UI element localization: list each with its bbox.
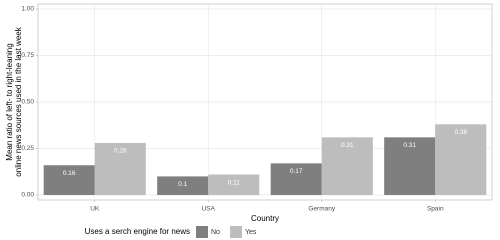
value-label: 0.17 [290,168,303,175]
value-label: 0.28 [114,148,127,155]
x-tick-label: USA [202,206,216,213]
value-label: 0.38 [454,129,467,136]
value-label: 0.31 [341,142,354,149]
y-tick-label: 0.50 [21,99,34,106]
legend-title: Uses a serch engine for news [85,227,190,236]
value-label: 0.1 [178,181,187,188]
x-axis-title: Country [251,214,279,223]
y-axis-title: Mean ratio of left- to right-leaning onl… [5,26,23,176]
y-tick-label: 0.00 [21,192,34,199]
y-tick-label: 0.25 [21,145,34,152]
legend-swatch [230,226,242,238]
legend-label: No [211,229,220,236]
bar [208,174,260,195]
y-axis-title-line: Mean ratio of left- to right-leaning [5,43,14,160]
bar [94,142,146,195]
bar [321,137,373,195]
y-tick-label: 1.00 [21,6,34,13]
value-label: 0.16 [63,170,76,177]
legend-label: Yes [245,229,257,236]
bar [435,124,487,195]
bar [384,137,436,195]
y-tick-label: 0.75 [21,52,34,59]
bar [43,165,95,195]
y-axis-title-line: online news sources used in the last wee… [14,26,23,176]
legend-swatch [196,226,208,238]
x-tick-label: UK [90,206,100,213]
bar [270,163,322,195]
bar [157,176,209,195]
x-tick-label: Spain [427,206,444,213]
x-tick-label: Germany [308,206,335,213]
value-label: 0.31 [403,142,416,149]
value-label: 0.11 [228,179,241,186]
